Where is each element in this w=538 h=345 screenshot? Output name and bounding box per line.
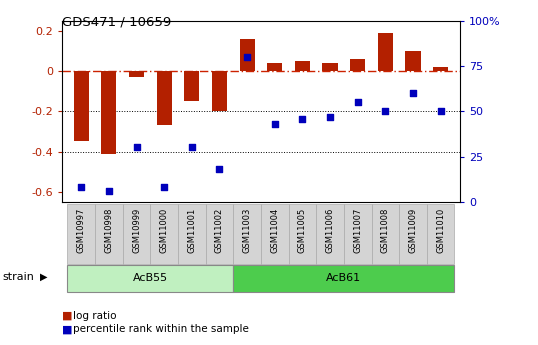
- Point: [271, 121, 279, 127]
- Text: log ratio: log ratio: [73, 311, 116, 321]
- Point: [104, 188, 113, 194]
- Text: strain: strain: [3, 272, 34, 282]
- Point: [215, 167, 224, 172]
- Bar: [378, 33, 393, 71]
- Point: [132, 145, 141, 150]
- Text: GSM11009: GSM11009: [408, 208, 417, 253]
- Bar: [233, 204, 261, 264]
- Bar: [267, 63, 282, 71]
- Text: GSM11005: GSM11005: [298, 208, 307, 253]
- Text: GSM10998: GSM10998: [104, 208, 114, 253]
- Bar: [344, 204, 372, 264]
- Bar: [233, 265, 455, 292]
- Point: [353, 99, 362, 105]
- Bar: [184, 71, 200, 101]
- Text: AcB55: AcB55: [133, 273, 168, 283]
- Bar: [427, 204, 455, 264]
- Bar: [129, 71, 144, 77]
- Bar: [239, 39, 254, 71]
- Text: ▶: ▶: [40, 272, 48, 282]
- Text: ■: ■: [62, 325, 73, 334]
- Text: percentile rank within the sample: percentile rank within the sample: [73, 325, 249, 334]
- Bar: [157, 71, 172, 125]
- Bar: [206, 204, 233, 264]
- Bar: [67, 204, 95, 264]
- Point: [409, 90, 417, 96]
- Bar: [212, 71, 227, 111]
- Text: GSM10997: GSM10997: [77, 208, 86, 253]
- Bar: [178, 204, 206, 264]
- Bar: [433, 67, 448, 71]
- Text: GSM11003: GSM11003: [243, 208, 252, 253]
- Bar: [316, 204, 344, 264]
- Bar: [74, 71, 89, 141]
- Text: GSM11006: GSM11006: [325, 208, 335, 253]
- Bar: [288, 204, 316, 264]
- Point: [298, 116, 307, 121]
- Point: [77, 185, 86, 190]
- Text: GSM11007: GSM11007: [353, 208, 362, 253]
- Bar: [101, 71, 116, 154]
- Bar: [350, 59, 365, 71]
- Bar: [399, 204, 427, 264]
- Bar: [67, 265, 233, 292]
- Text: GSM10999: GSM10999: [132, 208, 141, 253]
- Bar: [372, 204, 399, 264]
- Text: GSM11008: GSM11008: [381, 208, 390, 253]
- Point: [188, 145, 196, 150]
- Bar: [261, 204, 288, 264]
- Text: ■: ■: [62, 311, 73, 321]
- Point: [436, 109, 445, 114]
- Point: [381, 109, 390, 114]
- Point: [160, 185, 168, 190]
- Text: GSM11002: GSM11002: [215, 208, 224, 253]
- Bar: [150, 204, 178, 264]
- Bar: [295, 61, 310, 71]
- Text: AcB61: AcB61: [327, 273, 362, 283]
- Text: GSM11004: GSM11004: [270, 208, 279, 253]
- Text: GDS471 / 10659: GDS471 / 10659: [62, 16, 171, 29]
- Bar: [123, 204, 150, 264]
- Bar: [95, 204, 123, 264]
- Point: [243, 54, 251, 60]
- Bar: [322, 63, 338, 71]
- Text: GSM11000: GSM11000: [160, 208, 169, 253]
- Point: [325, 114, 334, 119]
- Bar: [406, 51, 421, 71]
- Text: GSM11001: GSM11001: [187, 208, 196, 253]
- Text: GSM11010: GSM11010: [436, 208, 445, 253]
